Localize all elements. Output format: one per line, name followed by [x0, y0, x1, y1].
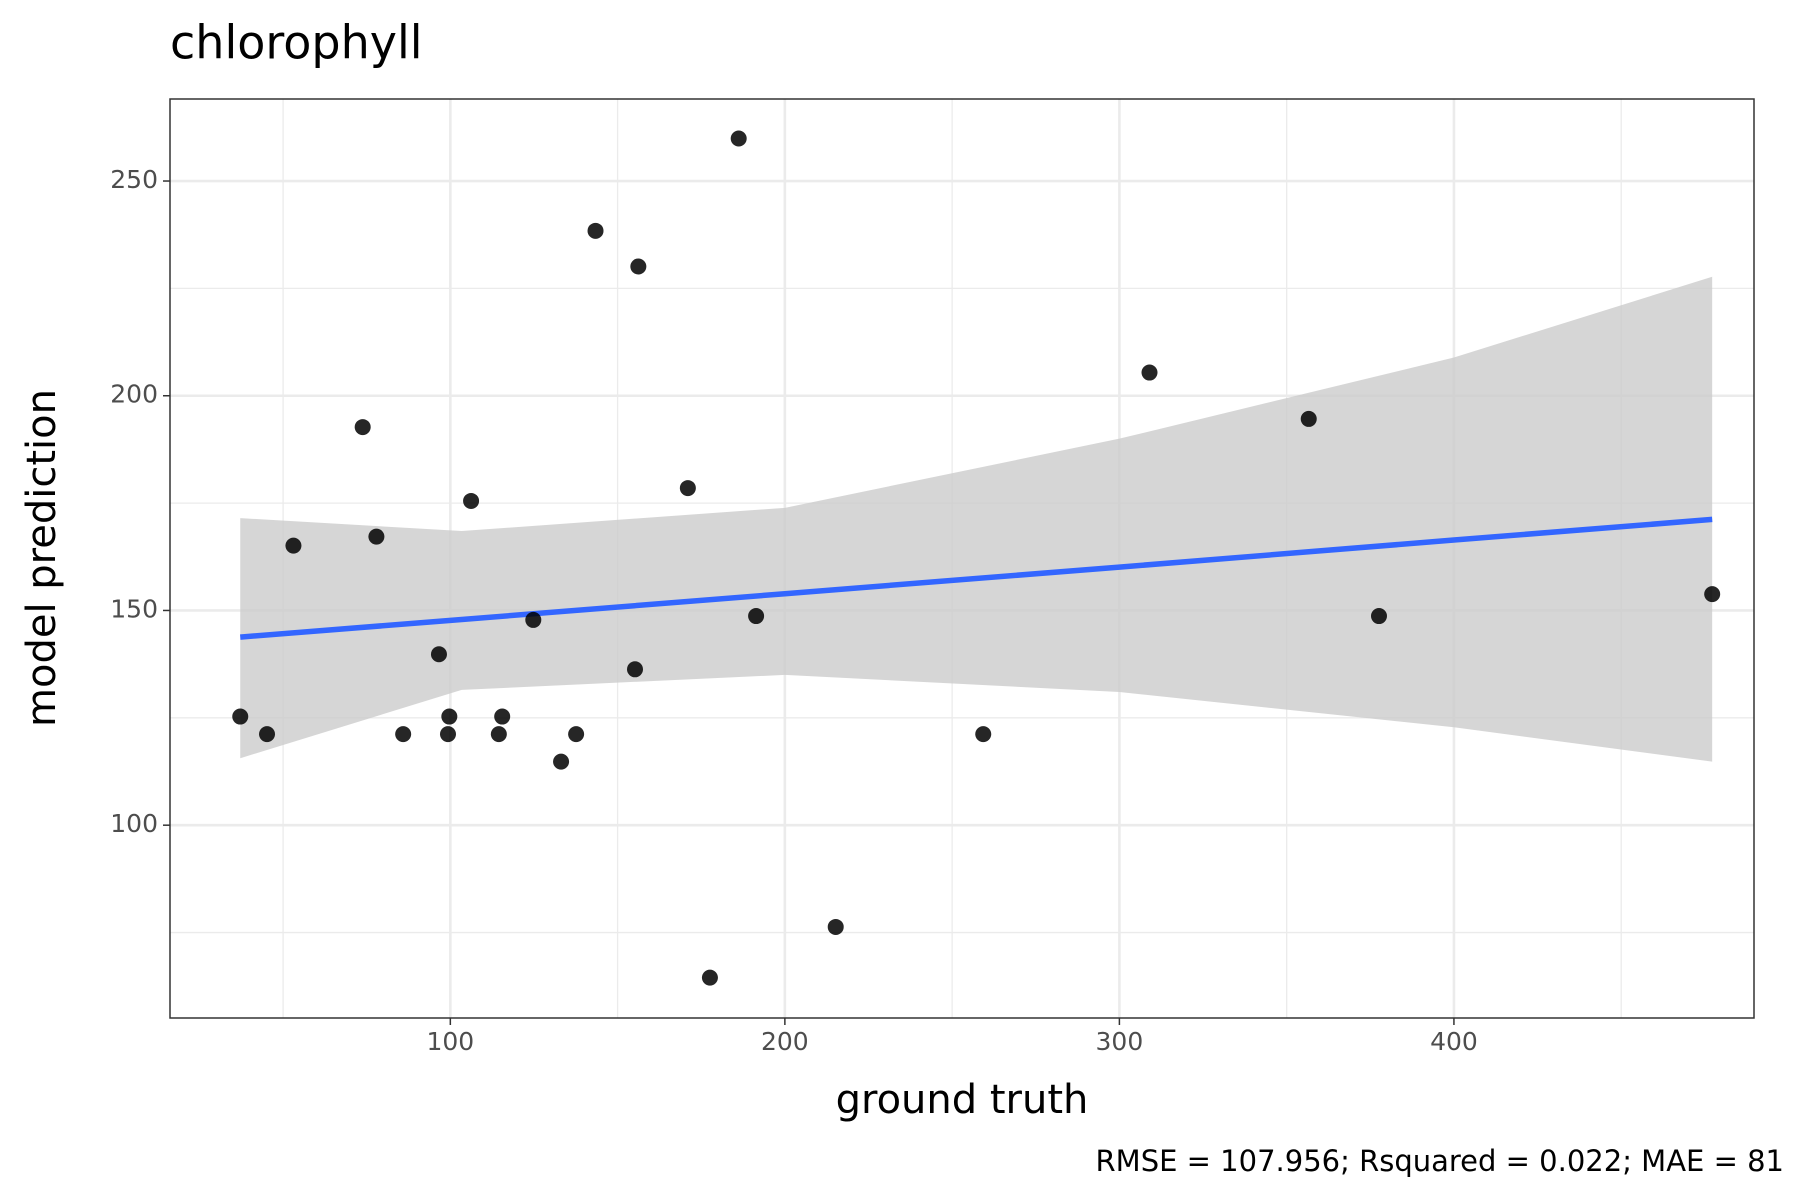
- y-tick-label: 200: [110, 380, 158, 409]
- point: [490, 726, 507, 743]
- point: [553, 753, 570, 770]
- point: [494, 708, 511, 725]
- point: [354, 419, 371, 436]
- point: [587, 222, 604, 239]
- y-tick-label: 150: [110, 594, 158, 623]
- point: [1370, 608, 1387, 625]
- y-axis-title: model prediction: [19, 389, 65, 727]
- point: [430, 646, 447, 663]
- point: [525, 611, 542, 628]
- x-tick-label: 100: [426, 1027, 474, 1056]
- x-axis-title: ground truth: [836, 1077, 1089, 1123]
- point: [1704, 586, 1721, 603]
- point: [232, 708, 249, 725]
- point: [1300, 410, 1317, 427]
- point: [463, 492, 480, 509]
- point: [626, 661, 643, 678]
- point: [1141, 364, 1158, 381]
- point: [259, 726, 276, 743]
- point: [439, 726, 456, 743]
- point: [568, 726, 585, 743]
- panel-border: [169, 98, 1755, 1019]
- point: [748, 608, 765, 625]
- point: [441, 708, 458, 725]
- point: [701, 969, 718, 986]
- x-tick-label: 400: [1430, 1027, 1478, 1056]
- chart-title: chlorophyll: [170, 16, 423, 70]
- point: [630, 258, 647, 275]
- point: [285, 537, 302, 554]
- fit-line: [240, 516, 1713, 640]
- point: [679, 480, 696, 497]
- y-tick-label: 100: [110, 809, 158, 838]
- y-tick-label: 250: [110, 165, 158, 194]
- caption: RMSE = 107.956; Rsquared = 0.022; MAE = …: [1096, 1144, 1784, 1178]
- confidence-band: [240, 276, 1713, 762]
- x-tick-label: 300: [1096, 1027, 1144, 1056]
- point: [368, 528, 385, 545]
- point: [827, 918, 844, 935]
- point: [730, 130, 747, 147]
- x-tick-label: 200: [761, 1027, 809, 1056]
- point: [395, 726, 412, 743]
- point: [975, 726, 992, 743]
